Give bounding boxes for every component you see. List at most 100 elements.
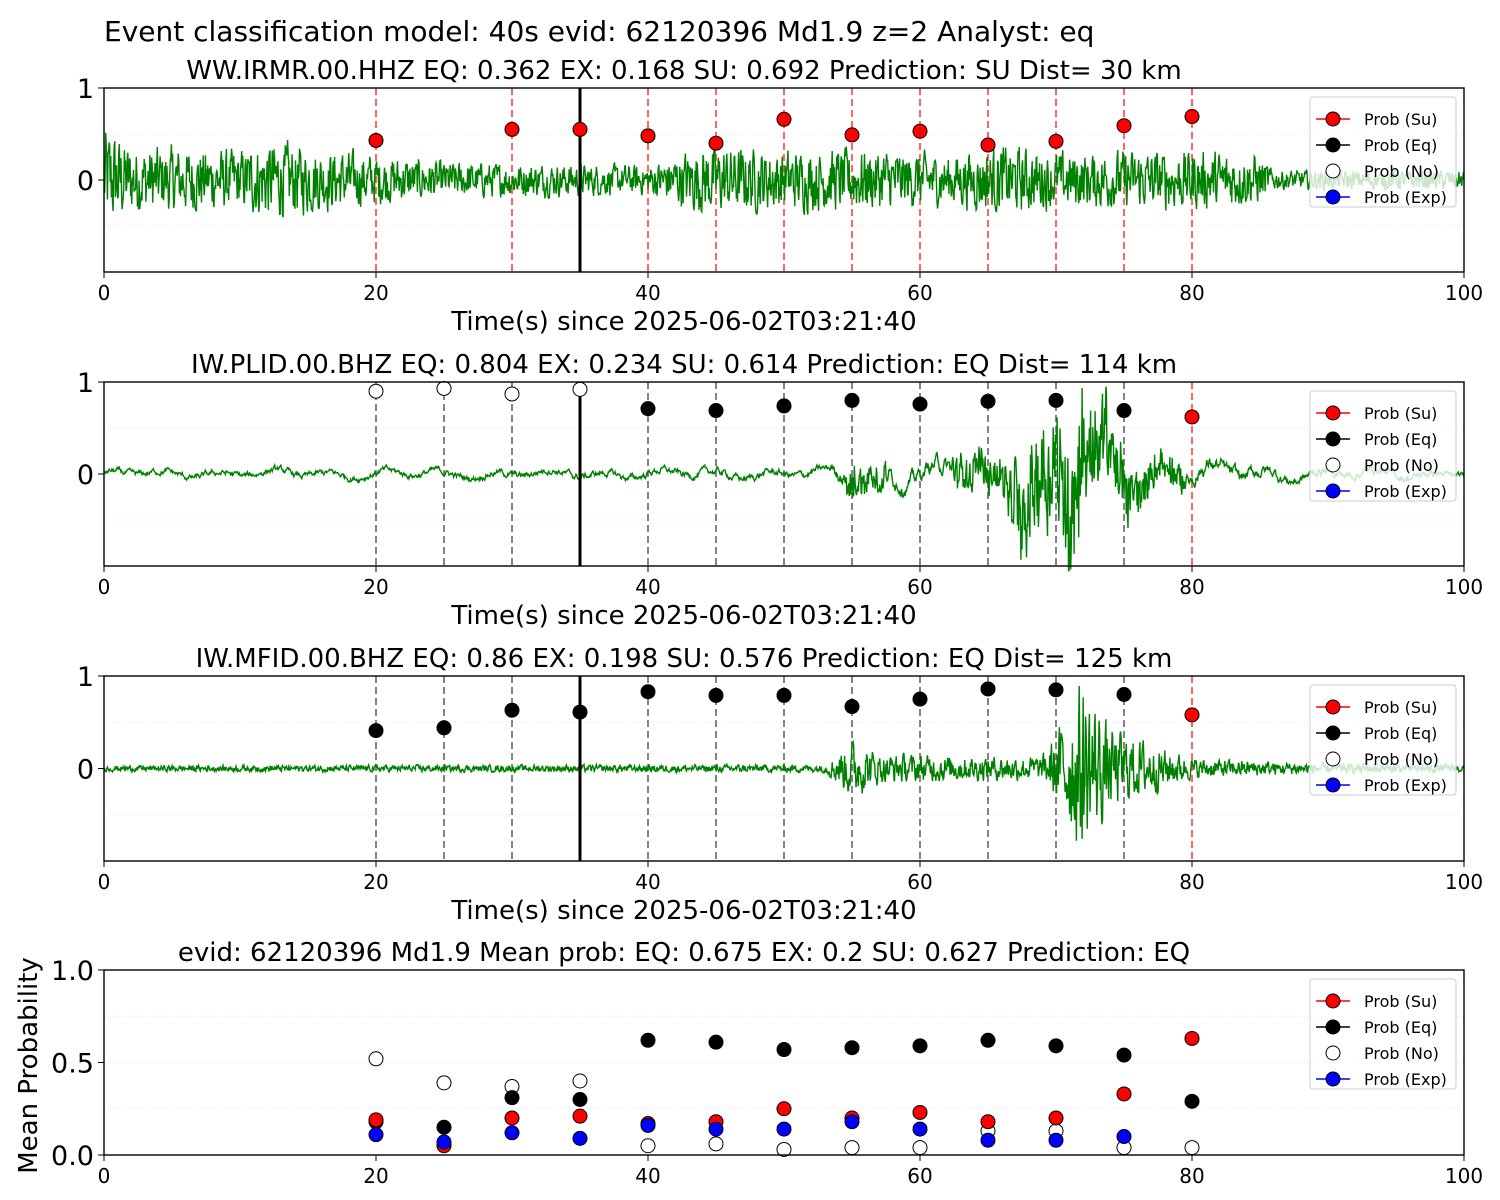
legend-box <box>1309 390 1457 502</box>
prob-marker <box>572 704 588 720</box>
mean-prob-point <box>708 1121 724 1137</box>
legend-marker <box>1325 483 1341 499</box>
legend-label: Prob (No) <box>1364 750 1439 769</box>
legend-marker <box>1325 1071 1341 1087</box>
mean-prob-point <box>504 1090 520 1106</box>
prob-marker <box>572 121 588 137</box>
y-tick-label: 1 <box>77 74 94 105</box>
mean-prob-point <box>572 1092 588 1107</box>
legend-label: Prob (Exp) <box>1364 776 1447 795</box>
x-tick-label: 100 <box>1445 281 1483 305</box>
x-tick-label: 20 <box>363 575 388 599</box>
mean-prob-point <box>1048 1132 1064 1148</box>
legend-entry-probsu: Prob (Su) <box>1316 698 1437 717</box>
legend-marker <box>1325 777 1341 793</box>
x-tick-label: 20 <box>363 1164 388 1188</box>
mean-prob-point <box>572 1073 588 1089</box>
legend-entry-probeq: Prob (Eq) <box>1316 136 1437 155</box>
mean-prob-point <box>368 1051 384 1067</box>
y-tick-label: 0.5 <box>51 1049 94 1080</box>
legend-label: Prob (Exp) <box>1364 1070 1447 1089</box>
prob-marker <box>708 687 724 703</box>
legend-entry-probsu: Prob (Su) <box>1316 110 1437 129</box>
mean-prob-point <box>1184 1093 1200 1109</box>
legend-entry-probeq: Prob (Eq) <box>1316 430 1437 449</box>
prob-marker <box>436 380 452 396</box>
legend-label: Prob (Eq) <box>1364 724 1437 743</box>
prob-marker <box>572 381 588 397</box>
y-tick-label: 0 <box>77 166 94 197</box>
prob-marker <box>912 691 928 707</box>
waveform-line <box>103 685 1465 841</box>
x-tick-label: 40 <box>635 575 660 599</box>
mean-prob-point <box>980 1132 996 1148</box>
legend-box <box>1309 978 1457 1090</box>
subplot-title: IW.MFID.00.BHZ EQ: 0.86 EX: 0.198 SU: 0.… <box>196 644 1173 674</box>
subplot-1: 0 20 40 60 80 100 0 1 WW.IRMR.00.HHZ EQ: 0.362 E… <box>77 56 1483 337</box>
prob-marker <box>912 123 928 139</box>
mean-prob-point <box>776 1042 792 1058</box>
legend: Prob (Su) Prob (Eq) Prob (No) Prob (Exp) <box>1309 978 1457 1090</box>
mean-prob-point <box>1184 1140 1200 1156</box>
legend-label: Prob (Eq) <box>1364 430 1437 449</box>
legend-marker <box>1325 725 1341 741</box>
legend-marker <box>1325 699 1341 715</box>
x-tick-label: 60 <box>907 1164 932 1188</box>
y-tick-label: 1 <box>77 662 94 693</box>
mean-prob-point <box>912 1038 928 1054</box>
subplot-2: 0 20 40 60 80 100 0 1 IW.PLID.00.BHZ EQ: 0.804 E… <box>77 350 1483 631</box>
legend-entry-probno: Prob (No) <box>1325 1044 1439 1063</box>
x-tick-label: 80 <box>1179 281 1204 305</box>
subplot-4: 0 20 40 60 80 100 0.0 0.5 1.0 evid: 62120396 Md1.… <box>14 938 1483 1188</box>
legend-label: Prob (No) <box>1364 456 1439 475</box>
mean-prob-point <box>1184 1030 1200 1046</box>
y-tick-label: 0 <box>77 460 94 491</box>
prob-marker <box>504 702 520 718</box>
legend-marker <box>1325 457 1341 473</box>
mean-prob-point <box>776 1141 792 1157</box>
mean-prob-point <box>436 1075 452 1091</box>
subplot-3: 0 20 40 60 80 100 0 1 IW.MFID.00.BHZ EQ: 0.86 EX… <box>77 644 1483 926</box>
legend-label: Prob (Su) <box>1364 698 1437 717</box>
prob-marker <box>776 398 792 414</box>
waveform-line <box>103 386 1465 572</box>
mean-prob-point <box>504 1110 520 1126</box>
legend-entry-probeq: Prob (Eq) <box>1316 1018 1437 1037</box>
legend-label: Prob (Eq) <box>1364 1018 1437 1037</box>
legend-entry-probno: Prob (No) <box>1325 162 1439 181</box>
mean-prob-point <box>1116 1086 1132 1102</box>
prob-marker <box>980 137 996 153</box>
legend-label: Prob (No) <box>1364 1044 1439 1063</box>
legend-marker <box>1325 111 1341 127</box>
figure-title: Event classification model: 40s evid: 62… <box>104 15 1094 48</box>
mean-prob-point <box>1116 1047 1132 1063</box>
legend-entry-probno: Prob (No) <box>1325 750 1439 769</box>
mean-prob-point <box>844 1040 860 1056</box>
mean-prob-point <box>980 1114 996 1130</box>
legend-marker <box>1325 431 1341 447</box>
mean-prob-point <box>640 1117 656 1133</box>
prob-marker <box>980 681 996 697</box>
legend-label: Prob (No) <box>1364 162 1439 181</box>
mean-prob-point <box>368 1112 384 1128</box>
prob-marker <box>844 392 860 408</box>
prob-marker <box>776 687 792 703</box>
x-tick-label: 80 <box>1179 1164 1204 1188</box>
x-tick-label: 100 <box>1445 575 1483 599</box>
legend-label: Prob (Exp) <box>1364 482 1447 501</box>
legend: Prob (Su) Prob (Eq) Prob (No) Prob (Exp) <box>1309 684 1457 796</box>
prob-marker <box>844 127 860 143</box>
legend-marker <box>1325 137 1341 153</box>
legend-entry-probsu: Prob (Su) <box>1316 404 1437 423</box>
x-axis-label: Time(s) since 2025-06-02T03:21:40 <box>450 896 916 926</box>
x-tick-label: 100 <box>1445 1164 1483 1188</box>
x-tick-label: 0 <box>98 281 111 305</box>
mean-prob-point <box>640 1138 656 1154</box>
subplot-title: evid: 62120396 Md1.9 Mean prob: EQ: 0.67… <box>178 938 1190 968</box>
x-tick-label: 100 <box>1445 870 1483 894</box>
prob-marker <box>776 111 792 127</box>
prob-marker <box>640 401 656 417</box>
mean-prob-point <box>436 1134 452 1150</box>
prob-marker <box>368 383 384 399</box>
